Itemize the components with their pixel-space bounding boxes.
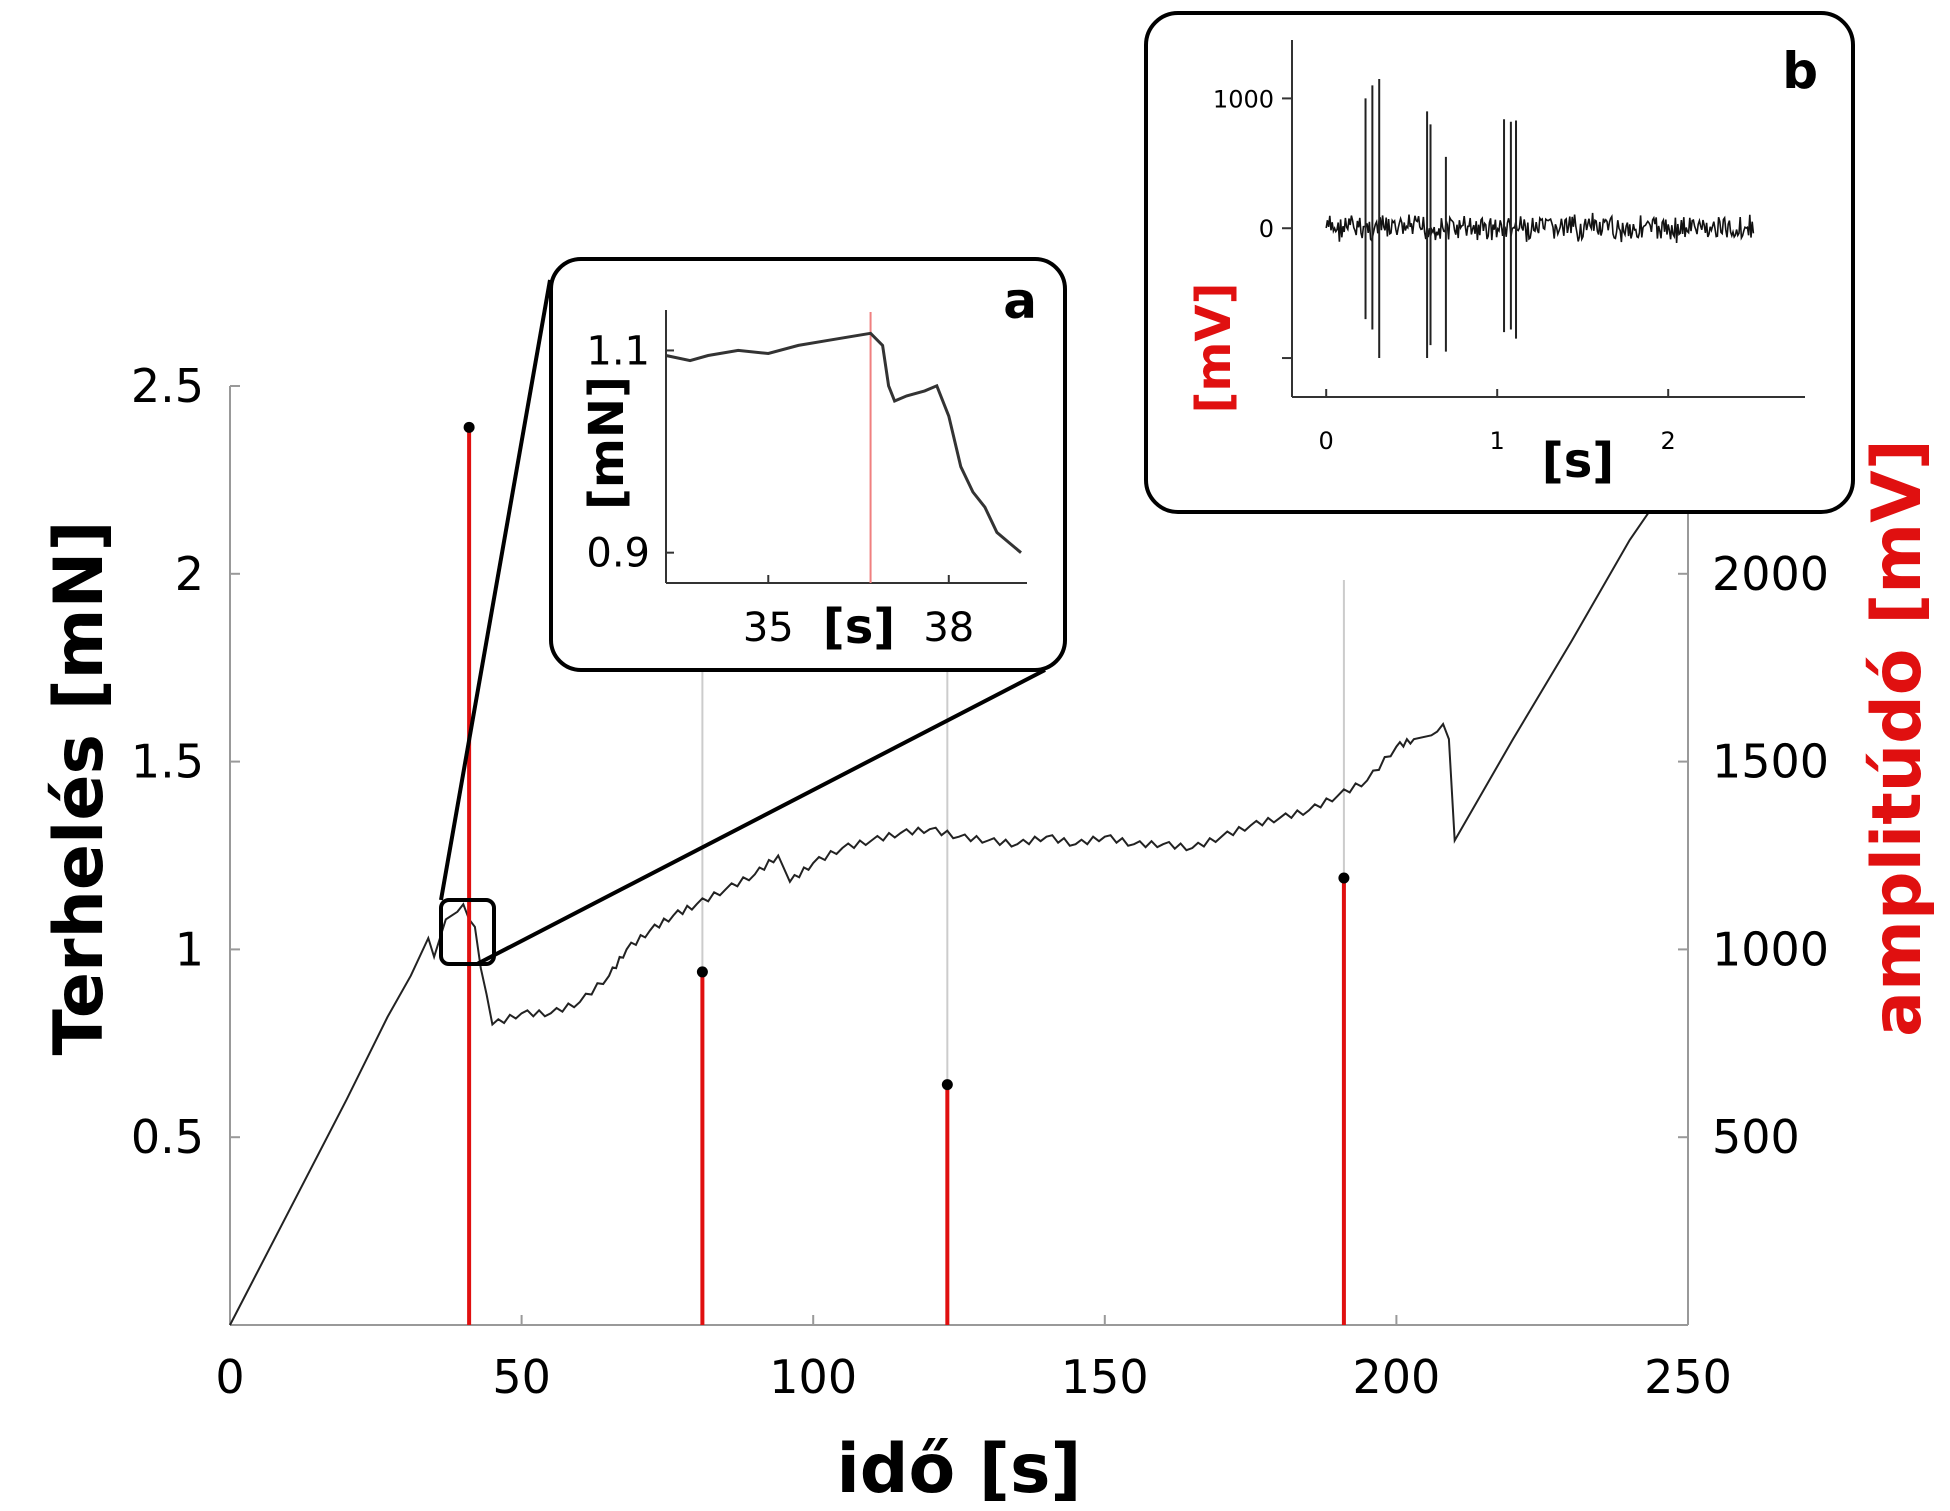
zoom-callout: [439, 279, 1046, 966]
x-axis-title: idő [s]: [836, 1430, 1081, 1509]
amplitude-stems: [463, 421, 1350, 1325]
left-tick-label: 1: [175, 922, 204, 976]
inset-a: 35 38 0.9 1.1 a [s] [mN]: [549, 257, 1067, 672]
inset-b-label: b: [1782, 42, 1818, 100]
inset-b-x-title: [s]: [1542, 433, 1614, 489]
inset-b-x-tick-label: 1: [1490, 427, 1505, 455]
inset-a-y-title: [mN]: [579, 376, 635, 510]
right-tick-label: 1000: [1712, 922, 1829, 976]
inset-b-x-tick-label: 0: [1319, 427, 1334, 455]
inset-b: 0 1 2 0 1000 b [s] [mV]: [1144, 11, 1855, 514]
left-axis-title: Terhelés [mN]: [40, 520, 119, 1055]
inset-a-x-title: [s]: [823, 599, 895, 655]
right-axis-title: amplitúdó [mV]: [1858, 439, 1937, 1037]
right-tick-label: 1500: [1712, 735, 1829, 789]
zoom-connector-top: [439, 279, 552, 901]
main-chart: 0 50 100 150 200 2500.511.522.550010001500200…: [40, 359, 1937, 1509]
zoom-box: [439, 898, 496, 966]
inset-b-signal-noise: [1325, 212, 1755, 244]
load-series-line: [229, 471, 1678, 1326]
x-tick-label: 0: [215, 1350, 244, 1404]
left-tick-label: 0.5: [131, 1110, 204, 1164]
inset-a-x-tick-label: 38: [923, 605, 974, 651]
amplitude-marker: [463, 421, 475, 433]
x-tick-label: 200: [1352, 1350, 1440, 1404]
inset-b-spikes: [1364, 78, 1518, 359]
inset-a-x-tick-label: 35: [743, 605, 794, 651]
left-tick-label: 1.5: [131, 735, 204, 789]
x-tick-label: 150: [1061, 1350, 1149, 1404]
left-tick-label: 2: [175, 547, 204, 601]
inset-b-ticks: 0 1 2 0 1000: [1213, 85, 1676, 455]
x-tick-label: 100: [769, 1350, 857, 1404]
x-tick-label: 50: [492, 1350, 551, 1404]
x-tick-label: 250: [1644, 1350, 1732, 1404]
left-tick-label: 2.5: [131, 359, 204, 413]
inset-b-frame: [1144, 11, 1855, 514]
right-tick-label: 2000: [1712, 547, 1829, 601]
inset-a-y-tick-label: 1.1: [586, 328, 650, 374]
inset-b-y-tick-label: 0: [1259, 215, 1274, 243]
inset-b-axes: [1291, 40, 1805, 398]
inset-a-load-line: [665, 331, 1022, 554]
inset-b-y-title: [mV]: [1186, 282, 1242, 413]
zoom-connector-bottom: [476, 668, 1046, 966]
inset-b-x-tick-label: 2: [1661, 427, 1676, 455]
inset-b-y-tick-label: 1000: [1213, 85, 1274, 113]
inset-a-y-tick-label: 0.9: [586, 531, 650, 577]
amplitude-marker: [696, 966, 708, 978]
inset-a-label: a: [1003, 272, 1037, 330]
amplitude-marker: [941, 1079, 953, 1091]
inset-a-frame: [549, 257, 1067, 672]
right-tick-label: 500: [1712, 1110, 1800, 1164]
main-axes: [229, 386, 1689, 1326]
amplitude-marker: [1338, 872, 1350, 884]
main-ticks: 0 50 100 150 200 2500.511.522.550010001500200…: [131, 359, 1829, 1404]
inset-a-ticks: 35 38 0.9 1.1: [586, 328, 974, 651]
